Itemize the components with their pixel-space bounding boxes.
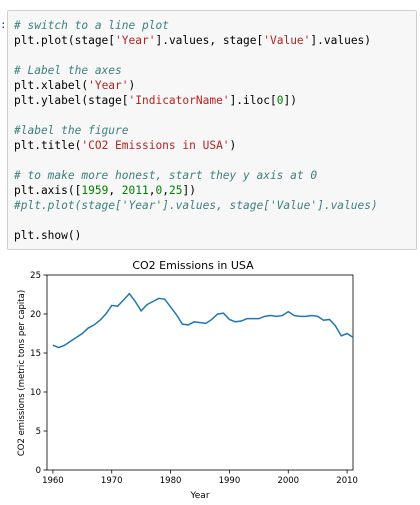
code-line: plt.title('CO2 Emissions in USA') bbox=[14, 138, 410, 153]
code-line: #plt.plot(stage['Year'].values, stage['V… bbox=[14, 198, 410, 213]
line-chart: CO2 Emissions in USA 1960 1970 1980 1990 200… bbox=[17, 259, 358, 501]
x-tick-label: 2010 bbox=[336, 476, 358, 486]
y-tick-label: 15 bbox=[30, 349, 41, 359]
code-token: ) bbox=[229, 139, 237, 152]
code-token: #label the figure bbox=[14, 124, 129, 137]
code-token: plt.plot(stage[ bbox=[14, 34, 116, 47]
code-token: ]) bbox=[182, 184, 196, 197]
axis-ticks: 1960 1970 1980 1990 2000 2010 0 5 10 15 20 25 bbox=[30, 271, 358, 486]
code-token: ) bbox=[128, 79, 136, 92]
code-token: ].values) bbox=[310, 34, 372, 47]
code-token: # switch to a line plot bbox=[14, 19, 169, 32]
code-token: plt.show() bbox=[14, 229, 82, 242]
code-line bbox=[14, 153, 410, 168]
code-line bbox=[14, 108, 410, 123]
code-token: # to make more honest, start they y axis… bbox=[14, 169, 318, 182]
code-token: 2011 bbox=[121, 184, 149, 197]
code-token: 'Year' bbox=[115, 34, 156, 47]
y-tick-label: 10 bbox=[30, 388, 41, 398]
code-token: plt.xlabel( bbox=[14, 79, 89, 92]
plot-frame bbox=[46, 274, 354, 471]
code-line bbox=[14, 48, 410, 63]
code-token: plt.ylabel(stage[ bbox=[14, 94, 129, 107]
code-line: plt.xlabel('Year') bbox=[14, 78, 410, 93]
x-tick-label: 1990 bbox=[219, 476, 241, 486]
code-token: 1959 bbox=[81, 184, 109, 197]
code-line: plt.axis([1959, 2011,0,25]) bbox=[14, 183, 410, 198]
code-token: ].iloc[ bbox=[229, 94, 277, 107]
code-token: 'Value' bbox=[263, 34, 311, 47]
code-token: plt.title( bbox=[14, 139, 82, 152]
code-line: plt.plot(stage['Year'].values, stage['Va… bbox=[14, 33, 410, 48]
y-tick-label: 20 bbox=[30, 310, 41, 320]
code-token: # Label the axes bbox=[14, 64, 122, 77]
code-token: , bbox=[108, 184, 122, 197]
x-axis-label: Year bbox=[189, 491, 209, 501]
x-tick-label: 2000 bbox=[277, 476, 299, 486]
code-token: , bbox=[162, 184, 169, 197]
code-token: 'CO2 Emissions in USA' bbox=[81, 139, 230, 152]
chart-title: CO2 Emissions in USA bbox=[132, 259, 254, 272]
code-line: # Label the axes bbox=[14, 63, 410, 78]
x-tick-label: 1980 bbox=[160, 476, 182, 486]
series-line bbox=[52, 292, 354, 349]
code-token: 0 bbox=[276, 94, 284, 107]
code-line: plt.ylabel(stage['IndicatorName'].iloc[0… bbox=[14, 93, 410, 108]
code-cell[interactable]: # switch to a line plot plt.plot(stage['Y… bbox=[7, 10, 417, 250]
code-token: ].values, stage[ bbox=[155, 34, 264, 47]
code-token: ]) bbox=[283, 94, 297, 107]
code-token: 25 bbox=[169, 184, 183, 197]
code-token: plt.axis([ bbox=[14, 184, 82, 197]
y-tick-label: 5 bbox=[36, 427, 41, 437]
cell-prompt: : bbox=[0, 18, 7, 31]
x-tick-label: 1960 bbox=[42, 476, 64, 486]
y-tick-label: 0 bbox=[36, 466, 41, 476]
code-line: #label the figure bbox=[14, 123, 410, 138]
y-tick-label: 25 bbox=[30, 271, 41, 281]
code-token: #plt.plot(stage['Year'].values, stage['V… bbox=[14, 199, 378, 212]
output-area: CO2 Emissions in USA 1960 1970 1980 1990 200… bbox=[7, 256, 417, 501]
code-line: # switch to a line plot bbox=[14, 18, 410, 33]
code-line: plt.show() bbox=[14, 228, 410, 243]
code-token: 'IndicatorName' bbox=[128, 94, 230, 107]
code-token: 0 bbox=[155, 184, 163, 197]
code-line bbox=[14, 213, 410, 228]
code-line: # to make more honest, start they y axis… bbox=[14, 168, 410, 183]
code-token: 'Year' bbox=[88, 79, 129, 92]
y-axis-label: CO2 emissions (metric tons per capita) bbox=[17, 290, 27, 456]
x-tick-label: 1970 bbox=[101, 476, 123, 486]
code-token: , bbox=[148, 184, 156, 197]
